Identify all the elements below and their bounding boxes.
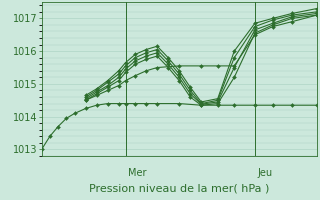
Text: Pression niveau de la mer( hPa ): Pression niveau de la mer( hPa ) (89, 184, 269, 194)
Text: Mer: Mer (128, 168, 147, 178)
Text: Jeu: Jeu (258, 168, 273, 178)
